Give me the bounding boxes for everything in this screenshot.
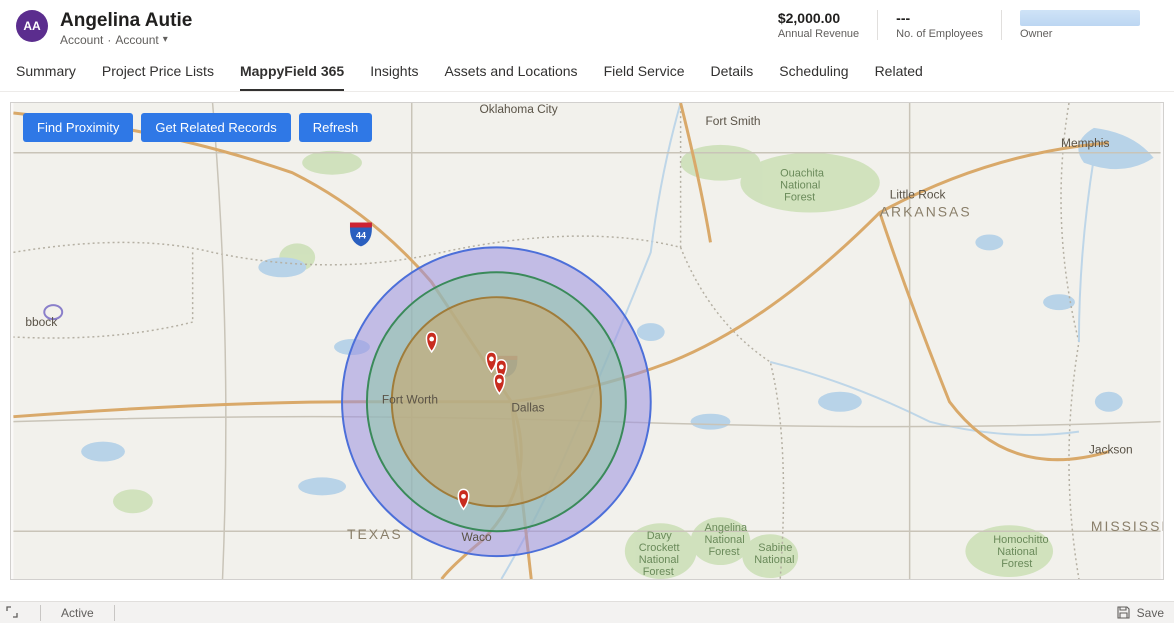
record-header: AA Angelina Autie Account · Account ▾ $2… (0, 0, 1174, 55)
park-label-text: Forest (1001, 558, 1032, 570)
refresh-button[interactable]: Refresh (299, 113, 373, 142)
park-label-text: Forest (708, 546, 739, 558)
park-label-text: Homochitto (993, 534, 1048, 546)
stat-value: --- (896, 10, 983, 26)
title-block: Angelina Autie Account · Account ▾ (60, 10, 192, 47)
stat-label: No. of Employees (896, 28, 983, 40)
get-related-records-button[interactable]: Get Related Records (141, 113, 290, 142)
chevron-down-icon[interactable]: ▾ (163, 34, 168, 45)
save-button[interactable]: Save (1117, 606, 1174, 620)
save-icon (1117, 606, 1131, 620)
tab-mappyfield-365[interactable]: MappyField 365 (240, 55, 344, 91)
city-label-text: Fort Smith (706, 114, 761, 128)
city-label-text: Oklahoma City (479, 103, 557, 116)
park-label-text: National (997, 546, 1037, 558)
stat-annual-revenue[interactable]: $2,000.00 Annual Revenue (760, 10, 877, 40)
state-label-text: TEXAS (347, 526, 403, 542)
state-label-text: ARKANSAS (880, 203, 972, 219)
city-label-text: Memphis (1061, 136, 1109, 150)
stat-value: $2,000.00 (778, 10, 859, 26)
find-proximity-button[interactable]: Find Proximity (23, 113, 133, 142)
tab-related[interactable]: Related (875, 55, 923, 91)
content-area: Find Proximity Get Related Records Refre… (0, 92, 1174, 590)
park-label-text: Forest (643, 566, 674, 578)
tab-bar: Summary Project Price Lists MappyField 3… (0, 55, 1174, 92)
city-label-text: Jackson (1089, 442, 1133, 456)
park-label-text: Davy (647, 530, 672, 542)
park-label-text: Sabine (758, 542, 792, 554)
park-label-text: Ouachita (780, 167, 825, 179)
city-label-text: Waco (462, 530, 492, 544)
entity-type: Account (115, 33, 158, 47)
city-label-text: bbock (25, 315, 57, 329)
owner-value-redacted (1020, 10, 1140, 26)
tab-assets-locations[interactable]: Assets and Locations (444, 55, 577, 91)
park-label-text: National (780, 179, 820, 191)
stat-label: Owner (1020, 28, 1140, 40)
svg-text:44: 44 (356, 230, 366, 240)
city-label-text: Dallas (511, 400, 544, 414)
tab-scheduling[interactable]: Scheduling (779, 55, 848, 91)
avatar: AA (16, 10, 48, 42)
record-status[interactable]: Active (61, 606, 94, 620)
tab-project-price-lists[interactable]: Project Price Lists (102, 55, 214, 91)
save-label: Save (1137, 606, 1164, 620)
tab-field-service[interactable]: Field Service (604, 55, 685, 91)
header-stats: $2,000.00 Annual Revenue --- No. of Empl… (760, 10, 1158, 40)
map-canvas[interactable]: 44 Oklahoma City Fort Smith Memphis Little … (11, 103, 1163, 579)
subtitle-separator: · (107, 33, 111, 47)
tab-details[interactable]: Details (710, 55, 753, 91)
city-label-text: Little Rock (890, 187, 946, 201)
state-label-text: MISSISSIPPI (1091, 518, 1163, 534)
status-bar: Active Save (0, 601, 1174, 623)
stat-employees[interactable]: --- No. of Employees (877, 10, 1001, 40)
map-container[interactable]: Find Proximity Get Related Records Refre… (10, 102, 1164, 580)
park-label-text: National (754, 554, 794, 566)
tab-summary[interactable]: Summary (16, 55, 76, 91)
stat-owner[interactable]: Owner (1001, 10, 1158, 40)
record-title: Angelina Autie (60, 10, 192, 33)
expand-icon[interactable] (6, 606, 20, 620)
map-toolbar: Find Proximity Get Related Records Refre… (23, 113, 372, 142)
tab-insights[interactable]: Insights (370, 55, 418, 91)
park-label-text: Forest (784, 191, 815, 203)
park-label-text: Crockett (639, 542, 680, 554)
record-subtitle[interactable]: Account · Account ▾ (60, 33, 192, 47)
entity-label: Account (60, 33, 103, 47)
park-label-text: Angelina (705, 522, 748, 534)
stat-label: Annual Revenue (778, 28, 859, 40)
park-label-text: National (639, 554, 679, 566)
park-label-text: National (705, 534, 745, 546)
city-label-text: Fort Worth (382, 393, 438, 407)
